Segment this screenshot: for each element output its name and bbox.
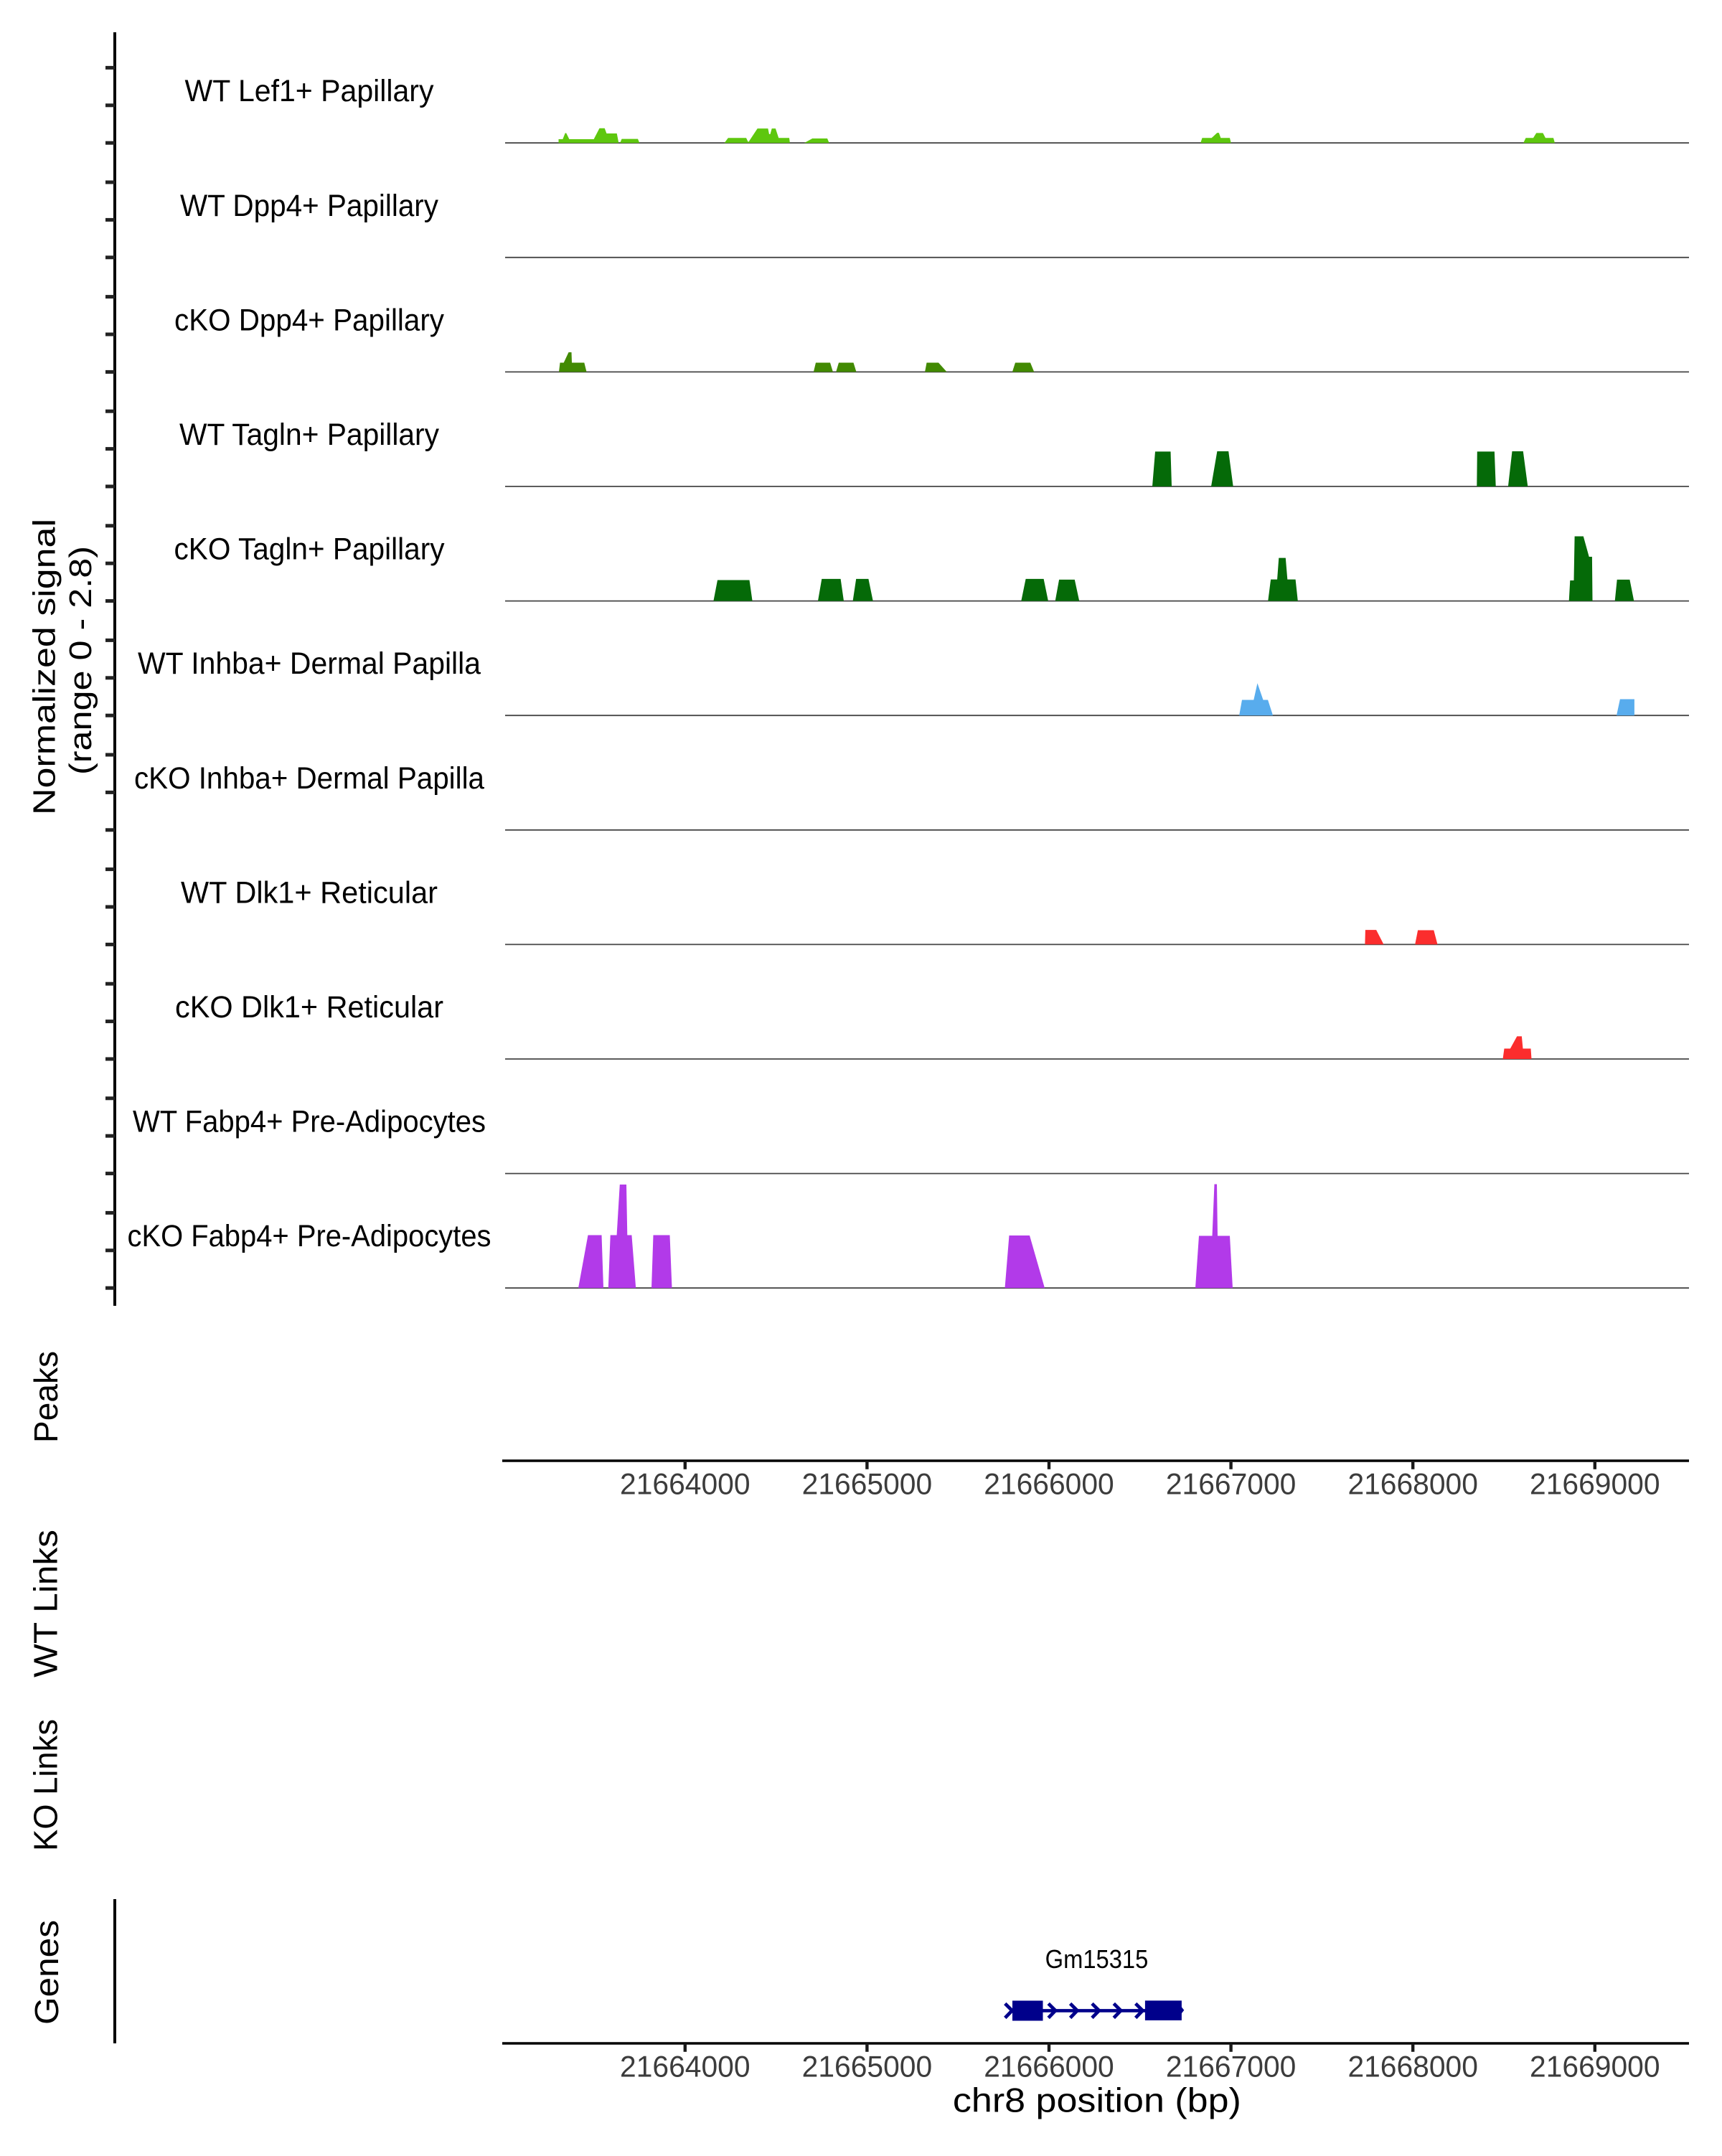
svg-text:WT Links: WT Links (27, 1530, 65, 1677)
svg-text:21666000: 21666000 (984, 1467, 1114, 1501)
svg-text:WT Tagln+ Papillary: WT Tagln+ Papillary (179, 418, 439, 452)
svg-text:KO Links: KO Links (27, 1719, 65, 1851)
svg-text:21664000: 21664000 (620, 2050, 751, 2084)
svg-text:WT Fabp4+ Pre-Adipocytes: WT Fabp4+ Pre-Adipocytes (133, 1105, 486, 1139)
svg-text:(range 0 - 2.8): (range 0 - 2.8) (63, 546, 98, 775)
svg-text:WT Dpp4+ Papillary: WT Dpp4+ Papillary (180, 189, 438, 223)
svg-text:21669000: 21669000 (1530, 1467, 1660, 1501)
svg-text:WT Dlk1+ Reticular: WT Dlk1+ Reticular (181, 875, 438, 910)
svg-text:21665000: 21665000 (802, 1467, 933, 1501)
svg-text:Gm15315: Gm15315 (1045, 1944, 1149, 1974)
svg-text:21667000: 21667000 (1166, 1467, 1297, 1501)
svg-text:cKO Dpp4+ Papillary: cKO Dpp4+ Papillary (174, 303, 444, 337)
svg-text:cKO Inhba+ Dermal Papilla: cKO Inhba+ Dermal Papilla (134, 761, 484, 796)
svg-text:21667000: 21667000 (1166, 2050, 1297, 2084)
svg-text:Genes: Genes (28, 1920, 65, 2025)
svg-text:WT Lef1+ Papillary: WT Lef1+ Papillary (185, 74, 434, 108)
svg-text:chr8 position (bp): chr8 position (bp) (953, 2081, 1241, 2119)
svg-text:21669000: 21669000 (1530, 2050, 1660, 2084)
svg-text:cKO Dlk1+ Reticular: cKO Dlk1+ Reticular (175, 990, 443, 1025)
svg-text:21665000: 21665000 (802, 2050, 933, 2084)
svg-text:21666000: 21666000 (984, 2050, 1114, 2084)
svg-text:WT Inhba+ Dermal Papilla: WT Inhba+ Dermal Papilla (138, 646, 481, 681)
svg-text:21664000: 21664000 (620, 1467, 751, 1501)
svg-text:21668000: 21668000 (1347, 1467, 1478, 1501)
svg-text:cKO Fabp4+ Pre-Adipocytes: cKO Fabp4+ Pre-Adipocytes (128, 1219, 491, 1253)
svg-text:Normalized signal: Normalized signal (27, 519, 62, 815)
svg-text:21668000: 21668000 (1347, 2050, 1478, 2084)
svg-text:Peaks: Peaks (27, 1351, 65, 1443)
svg-text:cKO Tagln+ Papillary: cKO Tagln+ Papillary (174, 532, 445, 567)
